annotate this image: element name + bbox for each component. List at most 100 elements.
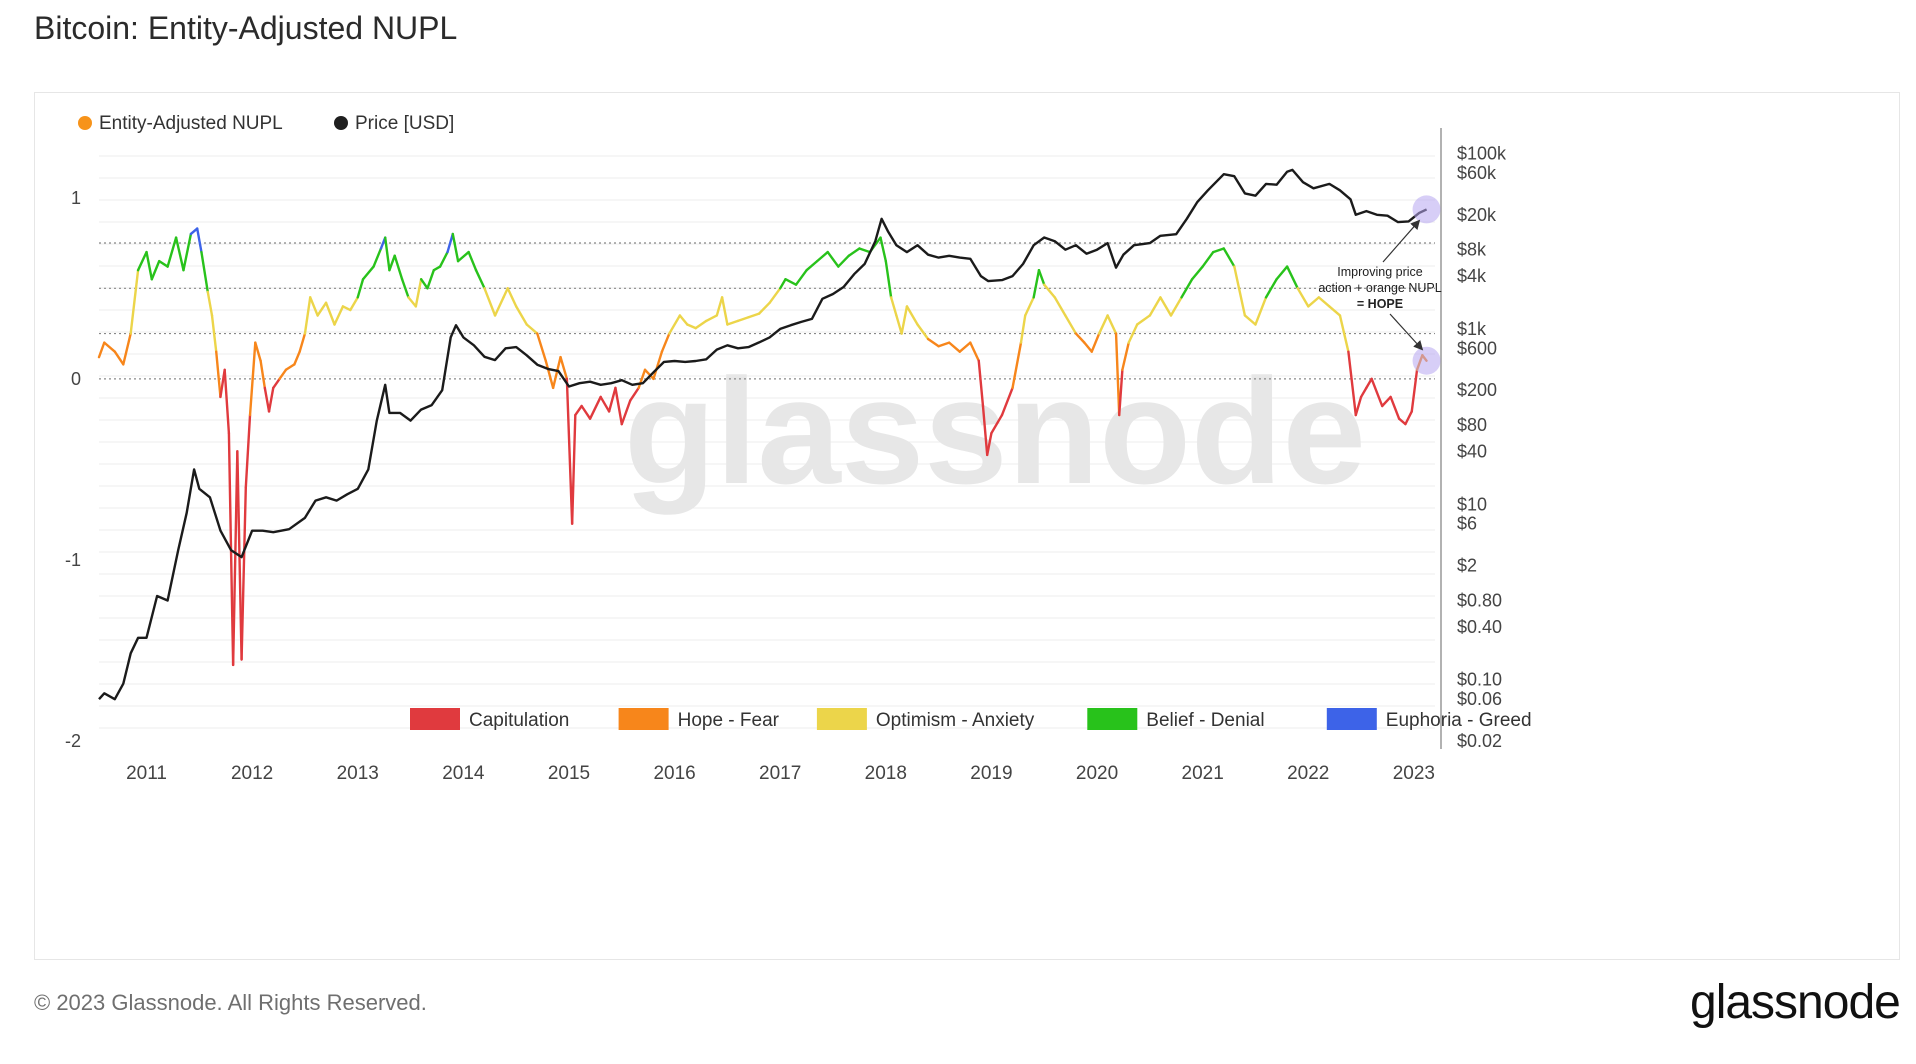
nupl-chart: glassnode 2011 2012 2013 2014 2015 2016 2017 20… bbox=[65, 113, 1532, 784]
nupl-segment bbox=[1404, 410, 1413, 426]
x-tick-label: 2014 bbox=[442, 763, 485, 784]
x-tick-label: 2017 bbox=[759, 763, 801, 784]
highlight-circle bbox=[1412, 195, 1441, 224]
annotation-text: action + orange NUPL bbox=[1318, 281, 1441, 295]
annotation-arrow bbox=[1389, 313, 1424, 351]
nupl-segment bbox=[1180, 278, 1194, 299]
nupl-segment bbox=[1019, 314, 1027, 344]
nupl-segment bbox=[668, 314, 682, 335]
legends: Entity-Adjusted NUPL Price [USD] Capitulat… bbox=[78, 113, 1532, 731]
nupl-segment bbox=[467, 250, 478, 272]
nupl-segment bbox=[686, 323, 697, 330]
nupl-segment bbox=[1201, 250, 1215, 268]
y-right-tick-label: $200 bbox=[1457, 380, 1497, 400]
y-right-tick-label: $0.06 bbox=[1457, 689, 1502, 709]
nupl-segment bbox=[720, 296, 729, 326]
nupl-segment bbox=[660, 332, 671, 353]
nupl-segment bbox=[267, 386, 275, 413]
nupl-segment bbox=[574, 404, 583, 417]
nupl-segment bbox=[536, 332, 547, 362]
nupl-segment bbox=[905, 305, 919, 326]
nupl-segment bbox=[990, 413, 1004, 435]
nupl-segment bbox=[254, 341, 262, 362]
nupl-segment bbox=[1212, 247, 1225, 254]
y-right-tick-label: $0.40 bbox=[1457, 617, 1502, 637]
nupl-segment bbox=[1032, 268, 1041, 299]
nupl-segment bbox=[1389, 395, 1401, 420]
nupl-segment bbox=[483, 287, 497, 317]
nupl-segment bbox=[580, 404, 592, 420]
nupl-segment bbox=[643, 368, 655, 381]
nupl-segment bbox=[103, 341, 117, 353]
y-left-tick-label: -1 bbox=[65, 550, 81, 570]
legend-top-label: Price [USD] bbox=[355, 113, 454, 134]
nupl-segment bbox=[166, 236, 178, 268]
nupl-segment bbox=[1064, 314, 1078, 335]
chart-card: glassnode 2011 2012 2013 2014 2015 2016 2017 20… bbox=[34, 92, 1900, 960]
nupl-segment bbox=[316, 301, 328, 317]
nupl-segment bbox=[900, 305, 909, 335]
y-right-tick-label: $4k bbox=[1457, 266, 1487, 286]
nupl-segment bbox=[1254, 296, 1268, 326]
nupl-segment bbox=[284, 363, 296, 371]
legend-swatch bbox=[1087, 708, 1138, 730]
nupl-segment bbox=[805, 259, 819, 272]
nupl-segment bbox=[726, 319, 740, 326]
nupl-segment bbox=[210, 314, 218, 353]
nupl-segment bbox=[122, 332, 132, 366]
nupl-segment bbox=[1264, 278, 1278, 299]
nupl-segment bbox=[784, 278, 798, 286]
grid-layer bbox=[99, 155, 1435, 729]
y-right-tick-label: $60k bbox=[1457, 163, 1497, 183]
x-tick-label: 2020 bbox=[1076, 763, 1118, 784]
nupl-segment bbox=[174, 236, 185, 272]
nupl-segment bbox=[1243, 314, 1257, 326]
nupl-segment bbox=[614, 386, 623, 426]
legend-bottom-label: Capitulation bbox=[469, 710, 569, 731]
nupl-segment bbox=[629, 386, 640, 402]
nupl-segment bbox=[1083, 341, 1093, 353]
nupl-segment bbox=[349, 296, 359, 312]
nupl-segment bbox=[1118, 368, 1124, 417]
legend-dot bbox=[334, 116, 348, 130]
x-tick-label: 2016 bbox=[653, 763, 695, 784]
nupl-segment bbox=[678, 314, 689, 326]
legend-swatch bbox=[816, 708, 867, 730]
y-right-tick-label: $80 bbox=[1457, 415, 1487, 435]
y-left-tick-label: -2 bbox=[65, 731, 81, 751]
legend-bottom-label: Euphoria - Greed bbox=[1386, 710, 1532, 731]
nupl-segment bbox=[1285, 265, 1299, 290]
nupl-segment bbox=[757, 301, 771, 315]
brand-logo[interactable]: glassnode bbox=[1690, 976, 1901, 1029]
nupl-segment bbox=[1024, 296, 1035, 317]
nupl-segment bbox=[858, 247, 872, 254]
nupl-segment bbox=[1328, 305, 1342, 317]
nupl-segment bbox=[705, 314, 719, 323]
nupl-segment bbox=[937, 341, 951, 348]
y-right-tick-label: $2 bbox=[1457, 556, 1477, 576]
nupl-segment bbox=[620, 399, 632, 426]
nupl-segment bbox=[565, 377, 574, 525]
nupl-segment bbox=[1338, 314, 1350, 353]
nupl-segment bbox=[652, 350, 664, 381]
nupl-segment bbox=[779, 278, 787, 290]
y-right-tick-label: $8k bbox=[1457, 240, 1487, 260]
nupl-segment bbox=[1135, 314, 1152, 326]
price-series bbox=[98, 168, 1428, 701]
nupl-segment bbox=[506, 287, 518, 308]
nupl-segment bbox=[384, 236, 391, 272]
nupl-segment bbox=[215, 350, 222, 399]
price-line bbox=[98, 168, 1428, 701]
nupl-segment bbox=[588, 395, 602, 420]
y-left-tick-label: 0 bbox=[71, 369, 81, 389]
nupl-segment bbox=[1190, 265, 1204, 281]
nupl-segment bbox=[259, 359, 267, 390]
page-title: Bitcoin: Entity-Adjusted NUPL bbox=[34, 10, 458, 46]
nupl-segment bbox=[926, 337, 940, 348]
nupl-segment bbox=[1106, 314, 1118, 335]
nupl-segment bbox=[981, 404, 989, 457]
nupl-segment bbox=[333, 305, 345, 326]
nupl-segment bbox=[747, 312, 761, 319]
nupl-segment bbox=[372, 247, 383, 268]
nupl-segment bbox=[407, 296, 418, 308]
